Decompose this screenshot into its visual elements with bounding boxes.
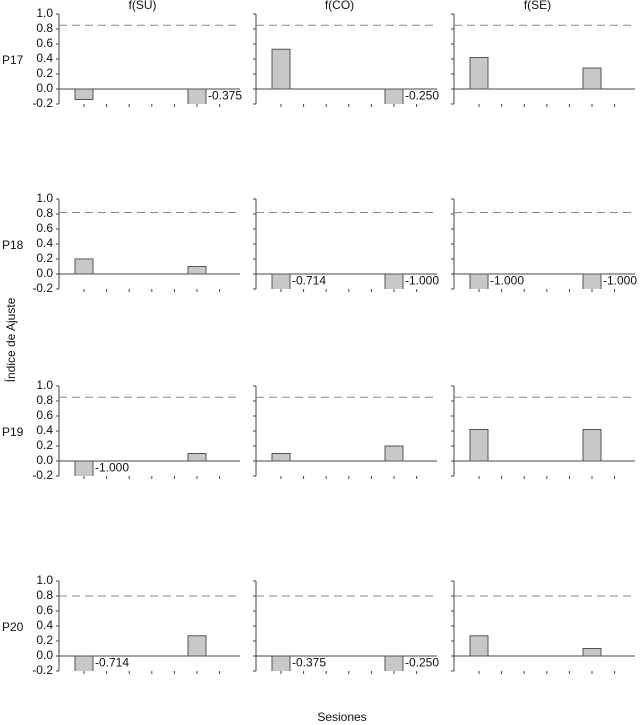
panel: -0.20.00.20.40.60.81.0 -0.375 bbox=[32, 6, 242, 110]
value-label: -0.250 bbox=[405, 656, 439, 670]
y-tick-label: -0.2 bbox=[32, 663, 53, 677]
y-tick-label: 1.0 bbox=[36, 191, 53, 205]
value-label: -1.000 bbox=[490, 274, 524, 288]
bar bbox=[582, 273, 602, 289]
bar bbox=[74, 88, 94, 100]
value-label: -1.000 bbox=[95, 461, 129, 475]
y-tick-label: 0.4 bbox=[36, 618, 53, 632]
y-tick-label: 0.0 bbox=[36, 81, 53, 95]
y-tick-label: 1.0 bbox=[36, 6, 53, 20]
y-tick-label: 0.6 bbox=[36, 603, 53, 617]
panel: -0.20.00.20.40.60.81.0 bbox=[32, 191, 240, 295]
value-label: -0.250 bbox=[405, 89, 439, 103]
y-tick-label: 0.0 bbox=[36, 453, 53, 467]
bar bbox=[582, 67, 602, 90]
y-tick-label: 0.4 bbox=[36, 51, 53, 65]
column-title: f(CO) bbox=[325, 0, 354, 12]
bar bbox=[384, 88, 404, 104]
bar bbox=[582, 648, 602, 657]
bar bbox=[187, 453, 207, 462]
bar bbox=[469, 429, 489, 462]
y-tick-label: 0.2 bbox=[36, 251, 53, 265]
bar bbox=[187, 88, 207, 104]
y-tick-label: 0.4 bbox=[36, 236, 53, 250]
row-label: P18 bbox=[2, 238, 24, 252]
bar bbox=[271, 453, 291, 462]
panel: -1.000 -1.000 bbox=[451, 198, 637, 292]
bar bbox=[469, 635, 489, 657]
y-tick-label: -0.2 bbox=[32, 96, 53, 110]
bar bbox=[187, 266, 207, 275]
y-tick-label: 1.0 bbox=[36, 378, 53, 392]
panel bbox=[451, 385, 635, 479]
bar bbox=[74, 460, 94, 476]
y-tick-label: 0.8 bbox=[36, 206, 53, 220]
column-title: f(SE) bbox=[524, 0, 551, 12]
value-label: -0.714 bbox=[292, 274, 326, 288]
y-tick-label: 0.4 bbox=[36, 423, 53, 437]
value-label: -0.714 bbox=[95, 656, 129, 670]
panel: -0.714 -1.000 bbox=[253, 198, 439, 292]
column-title: f(SU) bbox=[129, 0, 157, 12]
panel: -0.250 bbox=[253, 13, 439, 107]
panel bbox=[451, 13, 635, 107]
bar bbox=[271, 48, 291, 90]
y-tick-label: 0.8 bbox=[36, 588, 53, 602]
bar bbox=[187, 635, 207, 657]
row-label: P17 bbox=[2, 53, 24, 67]
bar bbox=[582, 429, 602, 462]
y-tick-label: 0.2 bbox=[36, 66, 53, 80]
y-tick-label: -0.2 bbox=[32, 281, 53, 295]
x-axis-label: Sesiones bbox=[317, 710, 366, 724]
y-tick-label: -0.2 bbox=[32, 468, 53, 482]
y-axis-label: Índice de Ajuste bbox=[3, 297, 18, 382]
row-label: P20 bbox=[2, 620, 24, 634]
panel: -0.20.00.20.40.60.81.0 -1.000 bbox=[32, 378, 240, 482]
bar bbox=[469, 57, 489, 90]
y-tick-label: 0.6 bbox=[36, 36, 53, 50]
bar bbox=[469, 273, 489, 289]
value-label: -0.375 bbox=[292, 656, 326, 670]
bar bbox=[74, 258, 94, 275]
y-tick-label: 0.0 bbox=[36, 648, 53, 662]
y-tick-label: 0.0 bbox=[36, 266, 53, 280]
value-label: -1.000 bbox=[603, 274, 637, 288]
value-label: -0.375 bbox=[208, 89, 242, 103]
y-tick-label: 0.2 bbox=[36, 633, 53, 647]
panel bbox=[451, 580, 635, 674]
row-label: P19 bbox=[2, 425, 24, 439]
y-tick-label: 0.8 bbox=[36, 393, 53, 407]
panel: -0.375 -0.250 bbox=[253, 580, 439, 674]
y-tick-label: 0.6 bbox=[36, 408, 53, 422]
bar bbox=[384, 273, 404, 289]
panel: -0.20.00.20.40.60.81.0 -0.714 bbox=[32, 573, 240, 677]
y-tick-label: 1.0 bbox=[36, 573, 53, 587]
value-label: -1.000 bbox=[405, 274, 439, 288]
y-tick-label: 0.2 bbox=[36, 438, 53, 452]
y-tick-label: 0.8 bbox=[36, 21, 53, 35]
bar bbox=[271, 655, 291, 671]
bar bbox=[74, 655, 94, 671]
bar bbox=[384, 655, 404, 671]
y-tick-label: 0.6 bbox=[36, 221, 53, 235]
bar bbox=[384, 445, 404, 462]
panel bbox=[253, 385, 437, 479]
bar bbox=[271, 273, 291, 289]
